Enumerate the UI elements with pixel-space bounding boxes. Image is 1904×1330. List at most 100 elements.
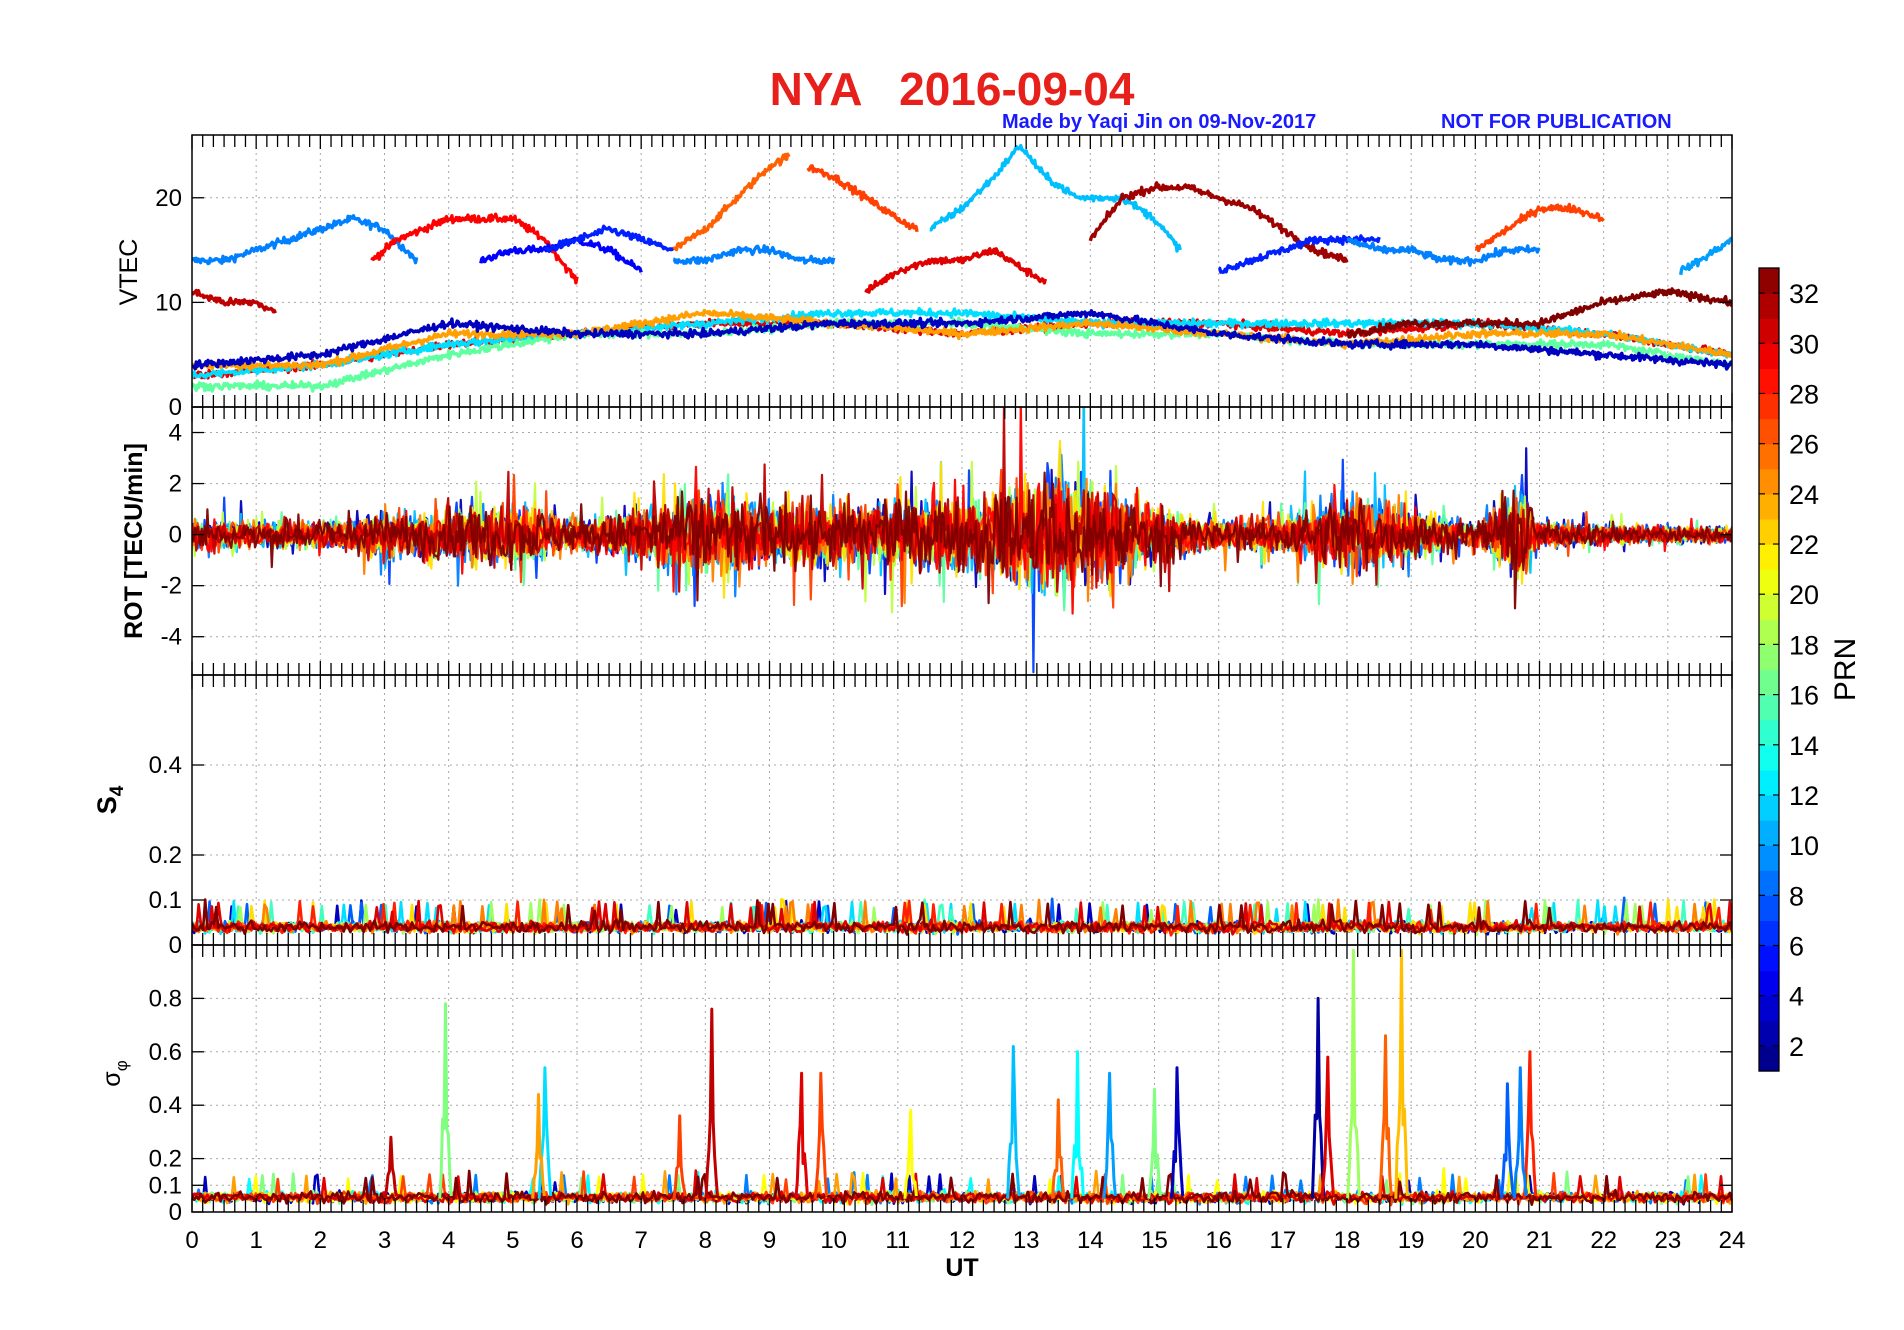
plot-area-vtec bbox=[192, 143, 1732, 393]
x-tick-label: 20 bbox=[1462, 1227, 1489, 1254]
y-axis-label: ROT [TECU/min] bbox=[120, 443, 148, 639]
x-tick-label: 19 bbox=[1398, 1227, 1425, 1254]
chart-title: NYA 2016-09-04 bbox=[769, 63, 1135, 115]
sigma-spike-prn-2 bbox=[1310, 996, 1326, 1199]
colorbar-tick-label: 26 bbox=[1789, 430, 1819, 460]
x-tick-label: 11 bbox=[885, 1227, 910, 1254]
vtec-series-prn-24 bbox=[192, 308, 1732, 372]
y-tick-label: 0.4 bbox=[149, 752, 182, 779]
vtec-series-prn-27 bbox=[806, 164, 919, 233]
x-tick-label: 10 bbox=[820, 1227, 847, 1254]
colorbar-tick-label: 8 bbox=[1789, 881, 1804, 911]
sigma-spike-prn-27 bbox=[813, 1071, 829, 1199]
credit-line: Made by Yaqi Jin on 09-Nov-2017 bbox=[1002, 111, 1317, 133]
x-tick-label: 7 bbox=[634, 1227, 647, 1254]
y-tick-label: 10 bbox=[155, 289, 182, 316]
vtec-series-prn-6 bbox=[543, 224, 675, 254]
x-tick-label: 9 bbox=[763, 1227, 776, 1254]
colorbar-tick-label: 16 bbox=[1789, 681, 1819, 711]
colorbar-tick-label: 12 bbox=[1789, 781, 1819, 811]
x-tick-label: 6 bbox=[570, 1227, 583, 1254]
y-tick-label: 0.6 bbox=[149, 1039, 182, 1066]
x-tick-label: 3 bbox=[378, 1227, 391, 1254]
colorbar-tick-label: 2 bbox=[1789, 1032, 1804, 1062]
y-axis-label: S4 bbox=[92, 785, 128, 814]
colorbar-segment bbox=[1759, 644, 1779, 671]
sigma-spike-prn-21 bbox=[903, 1109, 918, 1199]
colorbar-tick-label: 4 bbox=[1789, 982, 1804, 1012]
colorbar-segment bbox=[1759, 293, 1779, 319]
vtec-series-prn-31 bbox=[192, 288, 277, 314]
colorbar-frame bbox=[1758, 267, 1780, 1072]
sigma-spike-prn-24 bbox=[531, 1093, 546, 1199]
x-tick-label: 18 bbox=[1334, 1227, 1361, 1254]
colorbar-segment bbox=[1759, 518, 1779, 545]
colorbar-segment bbox=[1759, 794, 1779, 821]
sigma-spike-prn-17 bbox=[438, 1002, 453, 1199]
colorbar-segment bbox=[1759, 368, 1779, 395]
colorbar-segment bbox=[1759, 845, 1779, 871]
x-tick-label: 24 bbox=[1719, 1227, 1746, 1254]
y-tick-label: -4 bbox=[161, 624, 182, 651]
colorbar-segment bbox=[1759, 970, 1779, 997]
vtec-series-prn-9 bbox=[1346, 237, 1541, 267]
vtec-series-prn-32 bbox=[1088, 181, 1349, 264]
sigma-spike-prn-3 bbox=[1169, 1066, 1185, 1199]
colorbar-segment bbox=[1759, 418, 1779, 445]
colorbar-segment bbox=[1759, 945, 1779, 972]
colorbar-segment bbox=[1759, 769, 1779, 796]
sigma-spike-prn-31 bbox=[704, 1007, 719, 1199]
colorbar-tick-label: 10 bbox=[1789, 831, 1819, 861]
y-tick-label: 0 bbox=[169, 394, 182, 421]
y-tick-label: 0 bbox=[169, 522, 182, 549]
colorbar-tick-label: 20 bbox=[1789, 580, 1819, 610]
y-tick-label: 20 bbox=[155, 185, 182, 212]
data-layer bbox=[192, 143, 1732, 1207]
publication-notice: NOT FOR PUBLICATION bbox=[1441, 111, 1672, 133]
colorbar-segment bbox=[1759, 318, 1779, 344]
y-tick-label: 2 bbox=[169, 471, 182, 498]
sigma-spike-prn-31 bbox=[383, 1135, 399, 1199]
colorbar-label: PRN bbox=[1829, 638, 1862, 701]
x-tick-label: 21 bbox=[1526, 1227, 1553, 1254]
y-tick-label: 0.1 bbox=[149, 1172, 182, 1199]
vtec-series-prn-11 bbox=[929, 143, 1182, 253]
vtec-series-prn-30 bbox=[864, 247, 1048, 294]
sigma-spike-prn-8 bbox=[1500, 1082, 1515, 1199]
vtec-series-prn-29 bbox=[370, 212, 579, 285]
x-tick-label: 0 bbox=[185, 1227, 198, 1254]
colorbar-tick-label: 14 bbox=[1789, 731, 1819, 761]
colorbar-tick-label: 32 bbox=[1789, 279, 1819, 309]
vtec-series-prn-9 bbox=[672, 244, 836, 266]
colorbar-tick-label: 30 bbox=[1789, 329, 1819, 359]
y-axis-label: VTEC bbox=[115, 239, 143, 306]
plot-area-rot bbox=[192, 407, 1732, 674]
y-tick-label: 0.4 bbox=[149, 1092, 182, 1119]
vtec-series-prn-3 bbox=[192, 309, 1732, 371]
sigma-spike-prn-28 bbox=[1522, 1050, 1538, 1199]
x-tick-label: 23 bbox=[1654, 1227, 1681, 1254]
vtec-series-prn-33 bbox=[1346, 287, 1732, 339]
vtec-series-prn-10 bbox=[1679, 236, 1732, 276]
colorbar-segment bbox=[1759, 820, 1779, 846]
colorbar-segment bbox=[1759, 995, 1779, 1022]
sigma-spike-prn-27 bbox=[672, 1114, 687, 1199]
panel-frame-vtec bbox=[191, 134, 1733, 408]
colorbar-segment bbox=[1759, 669, 1779, 696]
colorbar-segment bbox=[1759, 393, 1779, 420]
colorbar-segment bbox=[1759, 719, 1779, 746]
colorbar-segment bbox=[1759, 870, 1779, 896]
y-tick-label: 0.8 bbox=[149, 985, 182, 1012]
y-tick-label: 0.1 bbox=[149, 887, 182, 914]
colorbar-segment bbox=[1759, 920, 1779, 947]
vtec-series-prn-27 bbox=[1474, 202, 1605, 253]
x-tick-label: 17 bbox=[1269, 1227, 1296, 1254]
vtec-series-prn-9 bbox=[192, 214, 419, 266]
x-tick-label: 8 bbox=[699, 1227, 712, 1254]
y-tick-label: 0.2 bbox=[149, 842, 182, 869]
sigma-spike-prn-30 bbox=[1320, 1055, 1335, 1199]
colorbar-segment bbox=[1759, 569, 1779, 595]
